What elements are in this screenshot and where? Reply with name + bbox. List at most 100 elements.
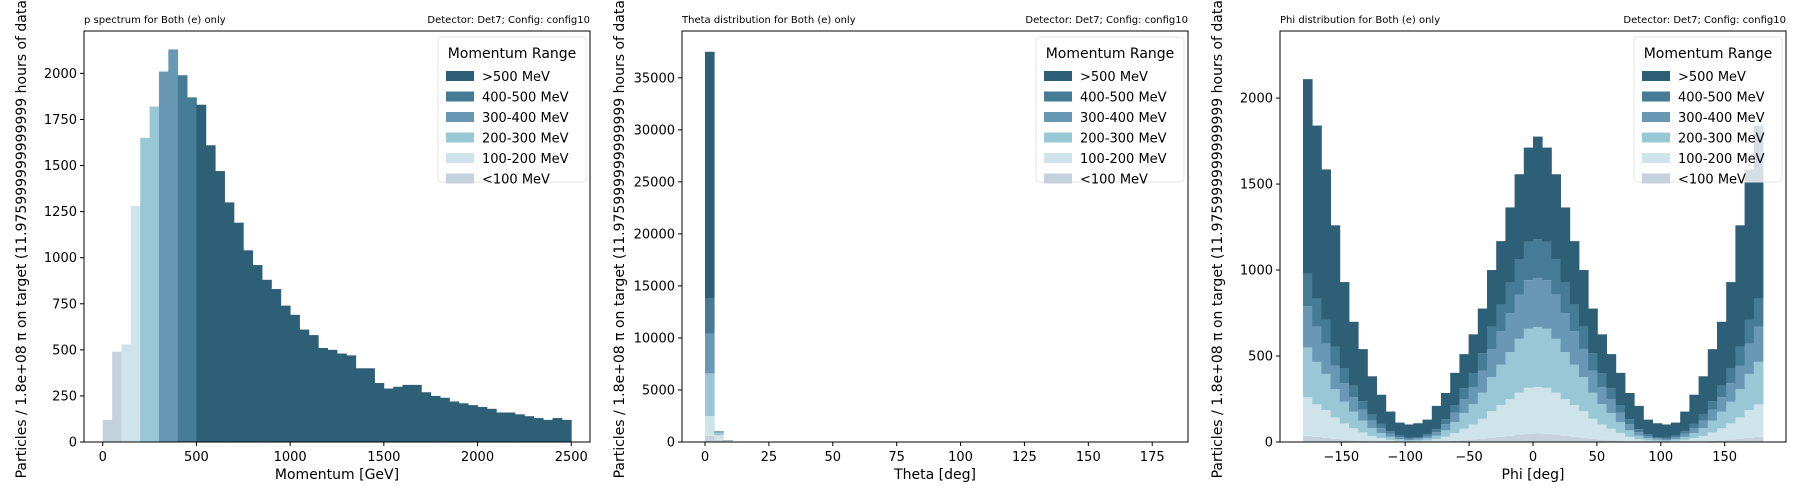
bar-segment — [1395, 439, 1405, 441]
x-tick-label: 50 — [825, 450, 842, 465]
legend-label: 300-400 MeV — [482, 111, 569, 126]
bar-segment — [1634, 439, 1644, 442]
y-tick-label: 35000 — [634, 71, 675, 86]
bar-segment — [1753, 125, 1764, 299]
bar-segment — [1450, 405, 1460, 413]
legend-swatch — [1642, 173, 1670, 184]
legend-label: 100-200 MeV — [1080, 152, 1167, 167]
bar-segment — [1339, 368, 1350, 384]
bar-segment — [1385, 411, 1396, 432]
bar-segment — [1431, 439, 1442, 442]
legend-label: 300-400 MeV — [1080, 111, 1167, 126]
bar-segment — [1533, 239, 1543, 278]
bar — [112, 351, 122, 442]
y-tick-label: 750 — [52, 297, 77, 312]
bar-segment — [1744, 410, 1755, 438]
bar-segment — [1717, 385, 1727, 398]
bar-segment — [1358, 349, 1368, 402]
bar — [337, 353, 347, 442]
bar-segment — [1680, 433, 1690, 437]
bar-segment — [1477, 392, 1488, 419]
bar — [290, 314, 300, 442]
y-tick-label: 1500 — [44, 159, 77, 174]
bar-segment — [1468, 424, 1479, 440]
bar-segment — [1303, 273, 1313, 307]
bar-segment — [1579, 270, 1589, 327]
legend-swatch — [1044, 173, 1072, 184]
bar-segment — [1330, 438, 1341, 442]
bar-segment — [1459, 388, 1469, 400]
bar-segment — [1330, 225, 1341, 347]
bar-segment — [1312, 404, 1322, 437]
bar-segment — [1358, 409, 1368, 421]
bar-segment — [1560, 282, 1571, 314]
legend-label: 300-400 MeV — [1678, 111, 1765, 126]
bar-segment — [1367, 420, 1377, 429]
x-tick-label: −150 — [1323, 450, 1359, 465]
bar-segment — [1349, 385, 1359, 398]
x-tick-label: 1500 — [367, 450, 400, 465]
legend-label: <100 MeV — [1678, 173, 1746, 188]
bar-segment — [1698, 435, 1709, 442]
legend-label: >500 MeV — [1080, 70, 1148, 85]
bar — [468, 405, 478, 442]
bar-segment — [1321, 373, 1331, 411]
legend-label: 200-300 MeV — [1080, 132, 1167, 147]
legend-title: Momentum Range — [448, 46, 577, 62]
bar-segment — [1441, 419, 1451, 425]
bar-segment — [1349, 397, 1359, 412]
bar-segment — [1634, 405, 1644, 430]
bar-segment — [1404, 424, 1414, 438]
bar-segment — [1579, 411, 1589, 438]
y-tick-label: 1000 — [1240, 264, 1273, 279]
bar-segment — [1376, 428, 1387, 434]
bar-segment — [1431, 432, 1442, 436]
y-axis-label: Particles / 1.8e+08 π on target (11.9759… — [612, 0, 628, 478]
bar-segment — [1606, 388, 1617, 400]
bar-segment — [1339, 383, 1350, 402]
bar-segment — [1459, 399, 1469, 413]
bar-segment — [1652, 439, 1663, 441]
bar-segment — [1413, 438, 1423, 440]
bar — [411, 384, 422, 442]
bar — [224, 202, 235, 442]
legend-label: 400-500 MeV — [1080, 91, 1167, 106]
y-tick-label: 1000 — [44, 251, 77, 266]
bar-segment — [1358, 440, 1368, 442]
y-tick-label: 500 — [52, 343, 77, 358]
x-axis-label: Phi [deg] — [1502, 467, 1565, 483]
legend-label: 100-200 MeV — [1678, 152, 1765, 167]
bar-segment — [1431, 405, 1442, 430]
y-tick-label: 1250 — [44, 205, 77, 220]
bar — [271, 289, 282, 442]
bar-segment — [1468, 439, 1479, 442]
chart-title: Phi distribution for Both (e) only — [1280, 15, 1440, 26]
bar-segment — [1358, 432, 1368, 441]
bar-segment — [1671, 440, 1681, 442]
bar — [458, 403, 469, 442]
bar-segment — [1588, 438, 1598, 442]
bar-segment — [1597, 439, 1607, 442]
legend: Momentum Range >500 MeV 400-500 MeV 300-400… — [1633, 36, 1783, 188]
bar-segment — [1551, 259, 1561, 295]
legend-box — [1633, 36, 1783, 183]
bar-segment — [1312, 436, 1322, 442]
y-axis: 0 500 1000 1500 2000 — [1240, 92, 1280, 451]
legend-label: >500 MeV — [482, 70, 550, 85]
bar-segment — [1487, 437, 1497, 442]
bar-segment — [1652, 438, 1663, 440]
bar-segment — [1468, 404, 1479, 425]
x-tick-label: 150 — [1712, 450, 1737, 465]
bar-segment — [1496, 405, 1506, 437]
bar — [496, 412, 507, 442]
bar-segment — [1505, 352, 1515, 400]
bar-segment — [1717, 440, 1727, 442]
bar-segment — [1303, 79, 1313, 274]
bar-segment — [1643, 440, 1653, 442]
bar — [402, 384, 413, 442]
bar-segment — [1358, 401, 1368, 410]
bar-segment — [1597, 373, 1607, 387]
bar-segment — [1569, 241, 1580, 305]
bar — [262, 279, 272, 442]
x-axis-label: Momentum [GeV] — [275, 467, 399, 483]
